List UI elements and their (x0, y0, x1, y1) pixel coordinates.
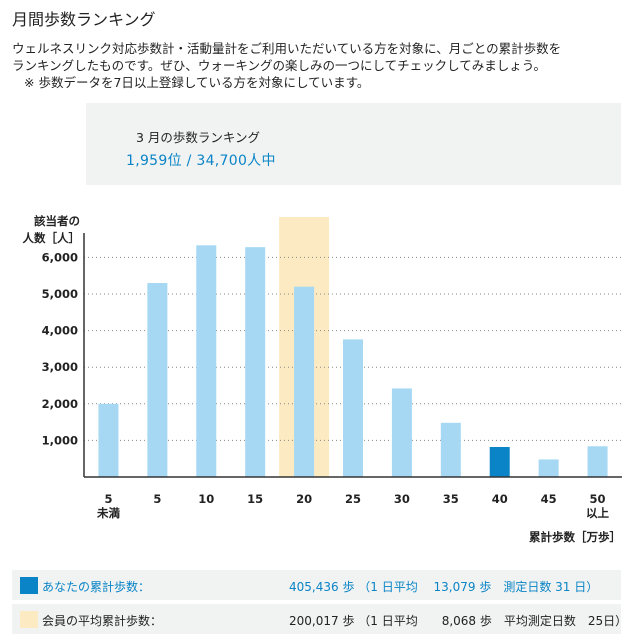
description-note: ※ 歩数データを7日以上登録している方を対象にしています。 (24, 75, 370, 90)
x-tick-label: 未満 (96, 506, 120, 520)
description-line-2: ランキングしたものです。ぜひ、ウォーキングの楽しみの一つにしてチェックしてみまし… (12, 58, 547, 73)
y-tick-label: 5,000 (42, 287, 78, 301)
x-tick-label: 以上 (586, 506, 609, 520)
your-steps-label: あなたの累計歩数： (42, 580, 151, 594)
y-tick-label: 1,000 (42, 433, 78, 447)
x-tick-label: 5 (104, 492, 112, 506)
x-tick-label: 5 (153, 492, 161, 506)
ranking-summary-box: 3 月の歩数ランキング 1,959位 / 34,700人中 (86, 103, 621, 185)
legend-average-steps: 会員の平均累計歩数： 200,017 歩 （1 日平均 8,068 歩 平均測定… (12, 604, 627, 634)
bar (440, 422, 461, 477)
bar (587, 446, 608, 477)
x-tick-label: 35 (443, 492, 459, 506)
rank-value: 1,959位 / 34,700人中 (126, 153, 276, 169)
bar (343, 339, 363, 477)
y-tick-label: 4,000 (42, 324, 78, 338)
bar (391, 388, 412, 477)
y-tick-label: 6,000 (42, 250, 78, 264)
average-steps-value: 200,017 歩 （1 日平均 8,068 歩 平均測定日数 25日） (289, 614, 628, 628)
bar (98, 403, 119, 477)
your-steps-value: 405,436 歩 （1 日平均 13,079 歩 測定日数 31 日） (289, 580, 599, 594)
x-tick-label: 45 (541, 492, 557, 506)
x-tick-label: 50 (590, 492, 606, 506)
x-tick-label: 15 (247, 492, 263, 506)
bar (147, 283, 168, 477)
highlight-bar (489, 446, 510, 477)
description-line-1: ウェルネスリンク対応歩数計・活動量計をご利用いただいている方を対象に、月ごとの累… (12, 41, 562, 56)
x-axis-label: 累計歩数［万歩］ (529, 530, 621, 544)
y-axis-label: 人数［人］ (23, 231, 81, 245)
y-tick-label: 2,000 (42, 397, 78, 411)
bar (294, 286, 315, 477)
bar (245, 247, 266, 477)
your-steps-swatch (20, 577, 38, 594)
average-steps-swatch (20, 611, 38, 628)
x-tick-label: 10 (198, 492, 214, 506)
y-tick-label: 3,000 (42, 360, 78, 374)
average-steps-label: 会員の平均累計歩数： (42, 614, 163, 628)
page-title: 月間歩数ランキング (12, 10, 156, 29)
x-tick-label: 20 (296, 492, 312, 506)
x-tick-label: 25 (345, 492, 361, 506)
x-tick-label: 40 (492, 492, 508, 506)
bar (196, 245, 217, 477)
description: ウェルネスリンク対応歩数計・活動量計をご利用いただいている方を対象に、月ごとの累… (12, 40, 561, 91)
x-tick-label: 30 (394, 492, 410, 506)
y-axis-label: 該当者の (34, 214, 80, 228)
month-ranking-label: 3 月の歩数ランキング (136, 130, 261, 145)
bar (538, 459, 559, 477)
legend-your-steps: あなたの累計歩数： 405,436 歩 （1 日平均 13,079 歩 測定日数… (12, 570, 621, 600)
